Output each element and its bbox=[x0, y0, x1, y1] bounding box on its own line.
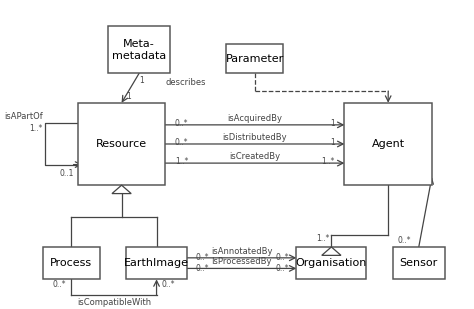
Bar bbox=[227, 44, 283, 73]
Text: isCompatibleWith: isCompatibleWith bbox=[77, 298, 151, 307]
Bar bbox=[78, 103, 165, 185]
Text: 0..*: 0..* bbox=[275, 264, 289, 273]
Text: describes: describes bbox=[165, 78, 206, 87]
Text: 0..*: 0..* bbox=[398, 236, 411, 245]
Text: Organisation: Organisation bbox=[296, 258, 367, 268]
Text: EarthImage: EarthImage bbox=[124, 258, 189, 268]
Bar bbox=[109, 26, 170, 73]
Text: isAnnotatedBy: isAnnotatedBy bbox=[211, 247, 273, 256]
Text: 0..*: 0..* bbox=[53, 280, 66, 289]
Text: isCreatedBy: isCreatedBy bbox=[229, 152, 281, 161]
Text: 1: 1 bbox=[139, 76, 144, 85]
Text: 1: 1 bbox=[126, 92, 130, 101]
Text: Sensor: Sensor bbox=[400, 258, 438, 268]
Text: 0..*: 0..* bbox=[195, 264, 209, 273]
Text: Meta-
metadata: Meta- metadata bbox=[112, 39, 166, 61]
Bar bbox=[43, 247, 100, 279]
Text: 1: 1 bbox=[330, 138, 335, 147]
Text: 1..*: 1..* bbox=[316, 234, 329, 243]
Text: isDistributedBy: isDistributedBy bbox=[223, 133, 287, 142]
Text: IsProcessedBy: IsProcessedBy bbox=[211, 257, 272, 266]
Text: 0..*: 0..* bbox=[175, 119, 188, 128]
Bar bbox=[392, 247, 445, 279]
Polygon shape bbox=[322, 247, 341, 255]
Text: 1..*: 1..* bbox=[175, 157, 188, 166]
Bar bbox=[345, 103, 432, 185]
Bar bbox=[296, 247, 366, 279]
Text: 0..1: 0..1 bbox=[59, 169, 73, 178]
Bar bbox=[126, 247, 187, 279]
Text: 1: 1 bbox=[330, 119, 335, 128]
Text: isAcquiredBy: isAcquiredBy bbox=[228, 114, 283, 123]
Text: Parameter: Parameter bbox=[226, 54, 284, 64]
Text: 0..*: 0..* bbox=[162, 280, 175, 289]
Text: Agent: Agent bbox=[372, 139, 405, 149]
Text: 1..*: 1..* bbox=[321, 157, 335, 166]
Polygon shape bbox=[112, 185, 131, 193]
Text: isAPartOf: isAPartOf bbox=[4, 112, 43, 121]
Text: 0..*: 0..* bbox=[175, 138, 188, 147]
Text: 0..*: 0..* bbox=[275, 253, 289, 262]
Text: Resource: Resource bbox=[96, 139, 147, 149]
Text: 1..*: 1..* bbox=[29, 124, 43, 133]
Text: Process: Process bbox=[50, 258, 92, 268]
Text: 0..*: 0..* bbox=[195, 253, 209, 262]
